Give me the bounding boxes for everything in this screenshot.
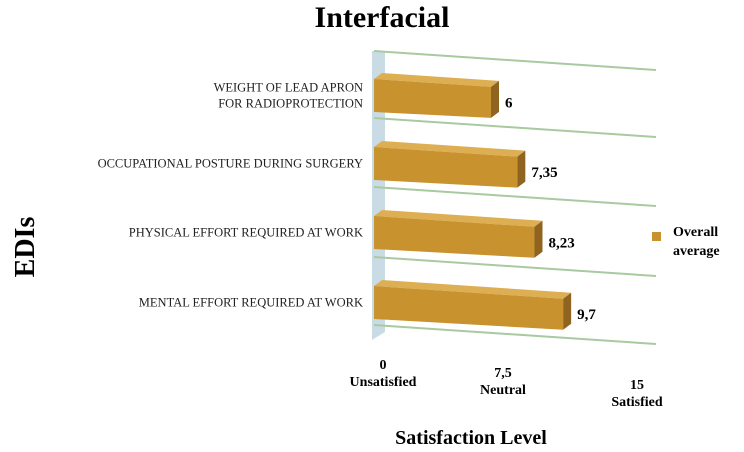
x-tick-label: 15 Satisfied	[611, 378, 663, 410]
bar-top-face	[374, 141, 526, 157]
legend-label: Overall average	[673, 225, 720, 259]
bar-side-face	[563, 292, 572, 330]
bar	[374, 79, 491, 118]
value-label: 9,7	[577, 307, 596, 323]
chart-title: Interfacial	[315, 1, 450, 34]
grid-line	[373, 256, 657, 277]
bar	[374, 147, 518, 188]
grid-line	[373, 117, 657, 138]
bar-side-face	[491, 80, 499, 118]
x-tick-label: 7,5 Neutral	[480, 366, 526, 398]
bar-top-face	[374, 280, 572, 299]
bar-side-face	[534, 220, 543, 258]
value-label: 8,23	[548, 235, 574, 251]
value-label: 7,35	[531, 165, 557, 181]
grid-line	[373, 50, 657, 71]
category-label: WEIGHT OF LEAD APRON FOR RADIOPROTECTION	[214, 81, 363, 111]
bar-top-face	[374, 210, 543, 227]
legend-swatch	[652, 232, 661, 241]
bar	[374, 286, 564, 330]
back-wall	[372, 51, 385, 340]
grid-line	[373, 186, 657, 207]
value-labels: 6 7,35 8,23 9,7	[505, 95, 596, 323]
x-axis-label: Satisfaction Level	[395, 427, 547, 449]
bar-top-face	[374, 73, 499, 87]
category-labels: WEIGHT OF LEAD APRON FOR RADIOPROTECTION O…	[98, 81, 363, 310]
category-label: PHYSICAL EFFORT REQUIRED AT WORK	[129, 226, 363, 240]
value-label: 6	[505, 95, 513, 111]
bar	[374, 216, 535, 258]
x-tick-labels: 0 Unsatisfied 7,5 Neutral 15 Satisfied	[350, 358, 663, 410]
category-label: MENTAL EFFORT REQUIRED AT WORK	[139, 296, 363, 310]
legend: Overall average	[652, 225, 720, 259]
x-tick-label: 0 Unsatisfied	[350, 358, 417, 390]
bar-side-face	[517, 150, 526, 188]
y-axis-label: EDIs	[10, 217, 41, 278]
chart-back-wall	[372, 51, 385, 340]
grid-line	[373, 324, 657, 345]
bars	[374, 73, 572, 330]
grid-lines	[373, 50, 657, 345]
category-label: OCCUPATIONAL POSTURE DURING SURGERY	[98, 157, 363, 171]
